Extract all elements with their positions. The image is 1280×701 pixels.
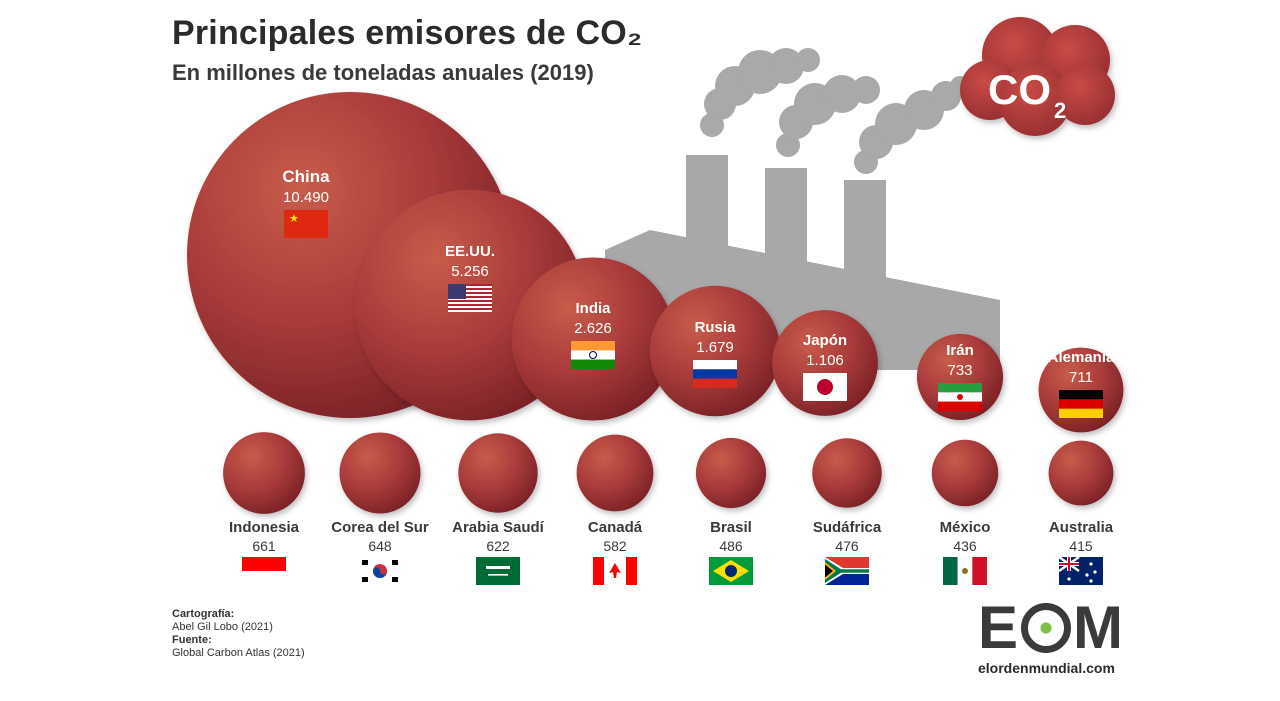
bubble-group-alemania: Alemania 711 [1038,347,1124,433]
logo-url: elordenmundial.com [978,660,1115,676]
mexico-flag-icon [943,557,987,585]
country-label-ee-uu-: EE.UU. [445,243,495,260]
value-label-sud-frica: 476 [835,538,859,554]
bubbles-layer: China 10.490 ★ EE.UU. 5.256 India 2.626 Rusia 1.… [187,92,1124,585]
bubble-group-rusia: Rusia 1.679 [649,285,781,417]
russia-flag-icon [693,360,737,388]
country-label-brasil: Brasil [710,519,752,536]
bubble-jap-n [772,310,878,416]
logo-letter-m: M [1073,594,1125,661]
value-label-india: 2.626 [574,320,612,337]
country-label-sud-frica: Sudáfrica [813,519,882,536]
bubble-group-brasil: Brasil 486 [695,437,767,585]
germany-flag-icon [1059,390,1103,418]
logo-letter-e: E [978,594,1020,661]
country-label-china: China [282,167,330,186]
bubble-group-corea-del-sur: Corea del Sur 648 [331,432,429,585]
country-label-m-xico: México [940,519,991,536]
country-label-jap-n: Japón [803,332,847,349]
bubble-group-india: India 2.626 [511,257,675,421]
credits-label-cartography: Cartografía: [172,608,235,620]
india-flag-icon [571,341,615,369]
bubble-group-m-xico: México 436 [931,439,999,585]
logo-globe-icon [1021,603,1072,653]
co2-subscript: 2 [1054,98,1066,123]
saudi-arabia-flag-icon [476,557,520,585]
co2-label: CO [988,66,1051,113]
bubble-group-indonesia: Indonesia 661 [223,432,305,585]
country-label-arabia-saud-: Arabia Saudí [452,519,545,536]
value-label-corea-del-sur: 648 [368,538,392,554]
bubble-india [511,257,675,421]
value-label-arabia-saud-: 622 [486,538,510,554]
country-label-australia: Australia [1049,519,1114,536]
south-korea-flag-icon [358,557,402,585]
credits-cartographer: Abel Gil Lobo (2021) [172,621,273,633]
bubble-australia [1048,440,1114,506]
south-africa-flag-icon [825,557,869,585]
china-flag-icon: ★ [284,210,328,238]
country-label-rusia: Rusia [695,319,737,336]
canada-flag-icon [593,557,637,585]
bubble-canad- [576,434,654,512]
country-label-indonesia: Indonesia [229,519,300,536]
bubble-group-sud-frica: Sudáfrica 476 [812,438,882,585]
country-label-canad-: Canadá [588,519,643,536]
iran-flag-icon [938,383,982,411]
eom-logo-mark: E M [978,598,1148,658]
value-label-brasil: 486 [719,538,743,554]
brazil-flag-icon [709,557,753,585]
bubble-group-jap-n: Japón 1.106 [772,310,878,416]
bubble-group-arabia-saud-: Arabia Saudí 622 [452,433,545,585]
country-label-alemania: Alemania [1048,349,1115,366]
co2-cloud-icon: CO 2 [960,17,1115,136]
usa-flag-icon [448,284,492,312]
value-label-indonesia: 661 [252,538,276,554]
chart-subtitle: En millones de toneladas anuales (2019) [172,60,594,85]
credits-block: Cartografía: Abel Gil Lobo (2021) Fuente… [172,608,305,660]
chart-title: Principales emisores de CO₂ [172,14,643,52]
credits-source: Global Carbon Atlas (2021) [172,647,305,659]
value-label-ee-uu-: 5.256 [451,263,489,280]
bubble-rusia [649,285,781,417]
value-label-australia: 415 [1069,538,1093,554]
value-label-ir-n: 733 [947,362,972,379]
bubble-group-ir-n: Irán 733 [916,333,1004,421]
factory-illustration [605,48,1000,370]
value-label-jap-n: 1.106 [806,352,844,369]
country-label-ir-n: Irán [946,342,974,359]
bubble-corea-del-sur [339,432,421,514]
value-label-alemania: 711 [1069,369,1093,386]
bubble-sud-frica [812,438,882,508]
bubble-arabia-saud- [458,433,538,513]
australia-flag-icon [1058,555,1103,585]
bubble-indonesia [223,432,305,514]
value-label-m-xico: 436 [953,538,977,554]
indonesia-flag-icon [242,557,286,585]
credits-label-source: Fuente: [172,634,212,646]
value-label-canad-: 582 [603,538,627,554]
svg-text:★: ★ [289,212,299,225]
country-label-corea-del-sur: Corea del Sur [331,519,429,536]
japan-flag-icon [803,373,847,401]
bubble-group-canad-: Canadá 582 [576,434,654,585]
bubble-brasil [695,437,767,509]
country-label-india: India [575,300,611,317]
value-label-china: 10.490 [283,189,329,206]
eom-logo: E M elordenmundial.com [978,598,1148,677]
bubble-group-australia: Australia 415 [1048,440,1114,585]
value-label-rusia: 1.679 [696,339,734,356]
bubble-m-xico [931,439,999,507]
